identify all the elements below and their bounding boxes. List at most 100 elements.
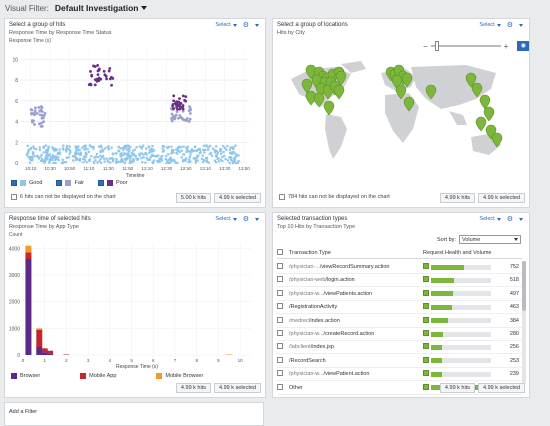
zoom-in-icon[interactable]: + <box>503 41 509 51</box>
legend-good[interactable]: Good <box>11 180 42 186</box>
scatter-point <box>55 157 58 160</box>
location-pin[interactable] <box>333 84 345 100</box>
locate-icon[interactable]: ◉ <box>517 41 530 51</box>
scatter-point <box>37 157 41 160</box>
row-checkbox[interactable] <box>277 356 283 363</box>
location-pin[interactable] <box>323 100 335 116</box>
scatter-point <box>233 152 236 155</box>
table-row[interactable]: /labclient/index.jsp 256 <box>277 341 522 355</box>
histogram-bar <box>36 328 43 330</box>
legend-mobile-app[interactable]: Mobile App <box>80 373 116 379</box>
table-row[interactable]: /physician-.../viewRecordSummary.action 7… <box>277 261 522 274</box>
volume-bar <box>431 291 491 297</box>
gear-icon[interactable]: ⚙ <box>242 22 249 29</box>
histogram-chart[interactable]: 0 1000 2000 3000 4000 0 1 2 3 4 5 6 7 8 9 10 Response Ti… <box>5 237 265 369</box>
checkbox-checked[interactable] <box>11 180 17 186</box>
scatter-point <box>215 145 218 148</box>
scatter-chart[interactable]: 0 2 4 6 8 10 10:10 10:30 10:50 11:10 11:30 11:50 12:… <box>5 43 265 183</box>
row-checkbox[interactable] <box>277 343 283 350</box>
row-checkbox[interactable] <box>277 316 283 323</box>
legend-fair[interactable]: Fair <box>56 180 84 186</box>
x-tick-label: 13:30 <box>219 166 231 171</box>
scatter-point <box>165 155 168 158</box>
zoom-out-icon[interactable]: − <box>423 41 428 51</box>
row-checkbox[interactable] <box>277 383 283 390</box>
location-pin[interactable] <box>403 96 415 112</box>
location-pin[interactable] <box>483 106 495 122</box>
select-all-checkbox[interactable] <box>277 249 283 255</box>
scatter-point <box>198 152 201 155</box>
scrollbar-thumb[interactable] <box>522 261 526 311</box>
row-checkbox[interactable] <box>277 370 283 377</box>
world-map[interactable] <box>281 59 519 184</box>
legend-mobile-browser[interactable]: Mobile Browser <box>156 373 203 379</box>
location-pin[interactable] <box>395 84 407 100</box>
scatter-point <box>100 146 103 149</box>
volume-bar <box>431 304 491 310</box>
gear-icon[interactable]: ⚙ <box>506 22 513 29</box>
table-row[interactable]: /RegistrationActivity 463 <box>277 301 522 315</box>
select-button[interactable]: Select <box>479 22 501 28</box>
health-ok-cell <box>423 316 431 325</box>
checkbox-checked[interactable] <box>97 180 104 186</box>
location-pin[interactable] <box>401 72 413 88</box>
scatter-point <box>237 154 240 157</box>
row-checkbox[interactable] <box>277 330 283 336</box>
scatter-point <box>29 158 32 161</box>
table-row[interactable]: /physician-w.../createRecord.action 280 <box>277 328 522 341</box>
checkbox[interactable] <box>279 194 285 200</box>
row-checkbox[interactable] <box>277 263 283 269</box>
location-pin[interactable] <box>313 92 325 108</box>
gear-icon[interactable]: ⚙ <box>242 216 249 223</box>
col-transaction-type[interactable]: Transaction Type <box>289 250 331 256</box>
location-pin[interactable] <box>471 82 483 98</box>
table-row[interactable]: /RecordSearch 253 <box>277 355 522 368</box>
select-button[interactable]: Select <box>479 216 501 222</box>
location-pin[interactable] <box>465 72 477 88</box>
scatter-point <box>115 161 118 164</box>
check-icon <box>423 356 429 363</box>
slider-handle[interactable] <box>434 41 439 51</box>
legend-browser[interactable]: Browser <box>11 373 40 379</box>
checkbox[interactable] <box>11 194 17 200</box>
location-pin[interactable] <box>491 132 503 148</box>
location-pin[interactable] <box>425 84 437 100</box>
table-row[interactable]: /physician-web/login.action 518 <box>277 274 522 288</box>
legend-poor[interactable]: Poor <box>97 180 128 186</box>
row-checkbox-cell <box>277 303 289 311</box>
select-button[interactable]: Select <box>215 22 237 28</box>
row-checkbox[interactable] <box>277 289 283 296</box>
x-tick-label: 4 <box>109 358 112 363</box>
location-pin[interactable] <box>301 78 313 94</box>
add-filter-button[interactable]: Add a Filter <box>4 402 264 426</box>
zoom-slider[interactable] <box>430 41 501 51</box>
select-button[interactable]: Select <box>215 216 237 222</box>
scatter-point <box>89 70 92 73</box>
sort-select[interactable]: Volume <box>458 235 521 244</box>
row-checkbox[interactable] <box>277 303 283 310</box>
scatter-point <box>32 145 35 148</box>
scatter-point <box>172 99 176 103</box>
table-row[interactable]: /medrec/index.action 384 <box>277 315 522 328</box>
location-pin[interactable] <box>475 116 487 132</box>
zoom-control[interactable]: − + ◉ <box>423 41 530 51</box>
investigation-dropdown[interactable]: Default Investigation <box>55 3 148 13</box>
gear-icon[interactable]: ⚙ <box>506 216 513 223</box>
scatter-point <box>228 148 231 151</box>
table-row[interactable]: /physician-w.../viewPatients.action 497 <box>277 288 522 301</box>
location-pin[interactable] <box>335 70 347 86</box>
scatter-point <box>152 159 156 162</box>
row-checkbox[interactable] <box>277 276 283 283</box>
scatter-point <box>132 149 135 152</box>
scatter-point <box>158 159 161 162</box>
response-time-panel: Select a group of hits Response Time by … <box>4 18 266 208</box>
table-row[interactable]: /physician-w.../viewPatient.action 239 <box>277 368 522 382</box>
scatter-point <box>171 102 175 106</box>
col-health-volume[interactable]: Request Health and Volume <box>423 250 492 256</box>
location-pin[interactable] <box>479 94 491 110</box>
scatter-point <box>105 157 108 160</box>
volume-value: 384 <box>509 317 519 324</box>
scatter-point <box>103 73 107 77</box>
table-scrollbar[interactable] <box>522 261 526 383</box>
checkbox-checked[interactable] <box>56 180 63 186</box>
